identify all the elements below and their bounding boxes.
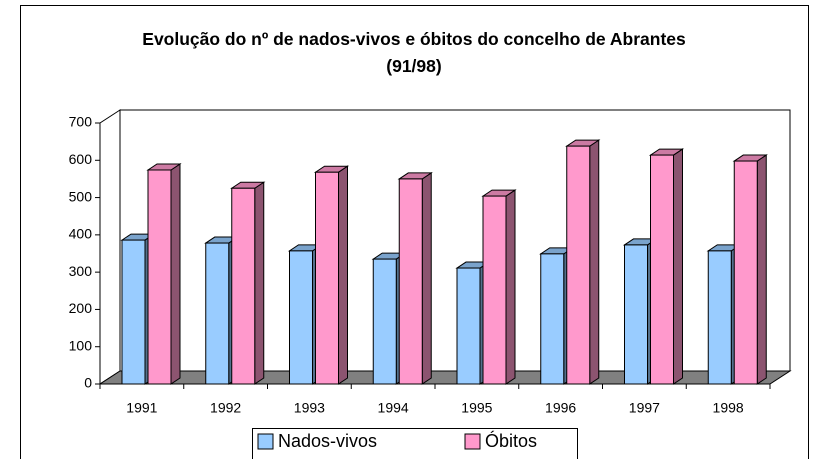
x-tick-label: 1998: [713, 400, 744, 416]
x-tick-label: 1995: [461, 400, 492, 416]
y-tick-label: 700: [69, 114, 93, 130]
bar-side: [505, 189, 516, 385]
bar: [289, 250, 313, 385]
bar: [372, 258, 397, 385]
bar: [205, 242, 230, 385]
legend-box: [252, 428, 578, 459]
bar: [456, 267, 481, 385]
bar-side: [170, 163, 181, 385]
x-tick-label: 1994: [378, 400, 409, 416]
chart-title: Evolução do nº de nados-vivos e óbitos d…: [142, 29, 686, 76]
legend-swatch: [257, 433, 274, 450]
bar: [540, 253, 565, 385]
legend-label: Óbitos: [485, 430, 537, 451]
bar: [624, 244, 648, 385]
bar: [707, 250, 732, 385]
legend-swatch: [464, 433, 481, 450]
bar: [482, 195, 507, 385]
bar-side: [421, 171, 432, 385]
x-tick-label: 1991: [126, 400, 157, 416]
side-wall: [99, 109, 121, 385]
floor: [98, 370, 792, 385]
bar-side: [254, 181, 265, 385]
bar-side: [589, 139, 600, 385]
x-tick-label: 1992: [210, 400, 241, 416]
bar-side: [756, 154, 767, 385]
bar: [733, 160, 758, 385]
bar: [398, 178, 423, 385]
bar: [121, 239, 146, 385]
x-tick-label: 1993: [294, 400, 325, 416]
bar: [566, 145, 591, 385]
y-tick-label: 300: [69, 263, 93, 279]
bar: [315, 171, 339, 385]
bar: [231, 187, 256, 385]
y-tick-label: 400: [69, 226, 93, 242]
x-tick-label: 1997: [629, 400, 660, 416]
bar: [147, 169, 172, 385]
legend-label: Nados-vivos: [278, 431, 377, 451]
bar-side: [673, 148, 683, 385]
bar: [650, 154, 674, 385]
bar-side: [338, 165, 348, 385]
x-tick-label: 1996: [545, 400, 576, 416]
y-tick-label: 600: [69, 151, 93, 167]
y-tick-label: 0: [84, 375, 92, 391]
y-tick-label: 100: [69, 337, 93, 353]
y-tick-label: 500: [69, 188, 93, 204]
y-tick-label: 200: [69, 300, 93, 316]
